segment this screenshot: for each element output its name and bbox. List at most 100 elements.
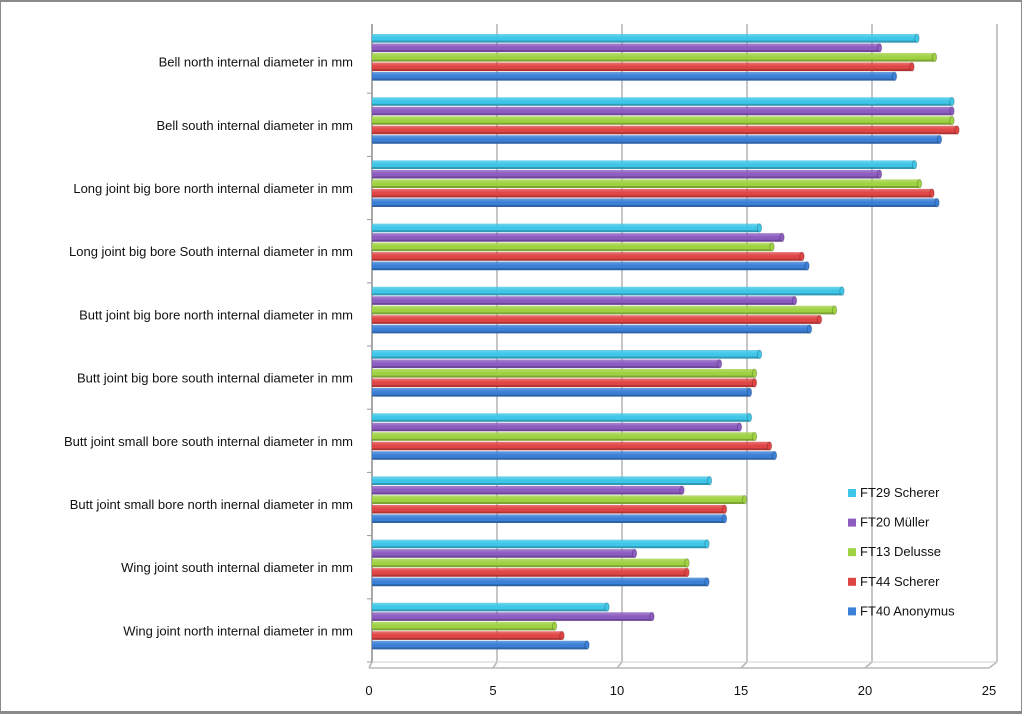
bar-end-cap <box>721 513 728 524</box>
bar-end-cap <box>551 621 558 631</box>
bar <box>372 179 920 188</box>
bar <box>372 422 740 432</box>
bar-end-cap <box>604 602 610 612</box>
bar <box>372 53 935 62</box>
bar-shade <box>372 366 720 369</box>
bar <box>372 286 842 296</box>
bar <box>372 62 912 72</box>
bar-shade <box>372 375 755 378</box>
bar <box>372 43 880 53</box>
bar-shade <box>372 618 652 621</box>
bar <box>372 72 895 81</box>
bar-shade <box>372 69 912 72</box>
bar <box>372 441 770 451</box>
bar-end-cap <box>949 106 955 116</box>
bar-end-cap <box>804 261 810 271</box>
bar <box>372 252 802 261</box>
bar <box>372 568 687 577</box>
bar-shade <box>372 176 880 179</box>
bar-end-cap <box>876 169 883 179</box>
bar <box>372 369 755 378</box>
bar-end-cap <box>914 33 920 44</box>
bar <box>372 549 635 558</box>
bar-shade <box>372 574 687 577</box>
category-label: Bell south internal diameter in mm <box>156 118 353 133</box>
bar-end-cap <box>684 567 690 578</box>
bar-end-cap <box>559 630 565 641</box>
bar <box>372 539 707 549</box>
bar-end-cap <box>891 71 898 82</box>
bar-end-cap <box>584 640 590 650</box>
bar <box>372 485 682 495</box>
bar-end-cap <box>769 242 775 252</box>
bar-shade <box>372 321 820 324</box>
category-label: Wing joint north internal diameter in mm <box>123 623 353 638</box>
bar <box>372 188 932 198</box>
bar <box>372 116 952 125</box>
legend-swatch <box>848 607 856 616</box>
category-labels: Bell north internal diameter in mm Bell s… <box>64 55 353 639</box>
bar-end-cap <box>954 125 960 135</box>
bar <box>372 495 745 504</box>
bar-end-cap <box>631 548 638 559</box>
x-tick-label: 0 <box>365 683 372 698</box>
gridline-floor <box>492 661 498 669</box>
bar <box>372 640 587 650</box>
bar <box>372 223 760 233</box>
bar <box>372 558 687 568</box>
bar-shade <box>372 230 760 233</box>
bar-shade <box>372 249 772 252</box>
bar-shade <box>372 356 760 359</box>
bar-end-cap <box>704 577 710 587</box>
bar-shade <box>372 113 952 116</box>
bar <box>372 324 810 334</box>
bar-shade <box>372 502 745 504</box>
bar-shade <box>372 103 952 106</box>
bar-end-cap <box>876 43 883 53</box>
bar <box>372 359 720 369</box>
bar-shade <box>372 637 562 640</box>
category-label: Butt joint big bore north internal diame… <box>79 307 353 322</box>
bar <box>372 160 915 169</box>
bar-end-cap <box>831 305 838 315</box>
bar <box>372 514 725 523</box>
bar-shade <box>372 628 555 631</box>
bar-shade <box>372 609 607 612</box>
bar-shade <box>372 483 710 485</box>
x-tick-labels: 0 5 10 15 20 25 <box>365 683 996 698</box>
bar <box>372 413 750 422</box>
bar-shade <box>372 59 935 62</box>
bar <box>372 432 755 441</box>
category-label: Butt joint big bore south internal diame… <box>77 371 353 386</box>
x-tick-label: 25 <box>982 683 996 698</box>
bar-end-cap <box>756 223 763 233</box>
bar-shade <box>372 195 932 198</box>
bar <box>372 378 755 388</box>
legend-label: FT13 Delusse <box>860 544 941 559</box>
bar-end-cap <box>936 134 943 145</box>
bar <box>372 612 652 621</box>
bar <box>372 350 760 359</box>
bar-shade <box>372 78 895 81</box>
bar-end-cap <box>716 359 723 369</box>
bar-shade <box>372 546 707 549</box>
bar-end-cap <box>649 611 655 622</box>
bar-end-cap <box>751 368 758 379</box>
bar-end-cap <box>704 539 710 549</box>
bar <box>372 577 707 587</box>
bar-end-cap <box>741 494 748 505</box>
bar-end-cap <box>721 504 728 515</box>
bar-end-cap <box>756 349 763 360</box>
bar-end-cap <box>806 324 813 334</box>
bar-shade <box>372 647 587 650</box>
bar-end-cap <box>679 485 685 496</box>
bar-end-cap <box>791 295 798 306</box>
bar-shade <box>372 565 687 568</box>
bar <box>372 296 795 305</box>
bar <box>372 388 750 397</box>
bar-shade <box>372 40 917 43</box>
bar-shade <box>372 331 810 334</box>
bar-end-cap <box>949 115 955 126</box>
